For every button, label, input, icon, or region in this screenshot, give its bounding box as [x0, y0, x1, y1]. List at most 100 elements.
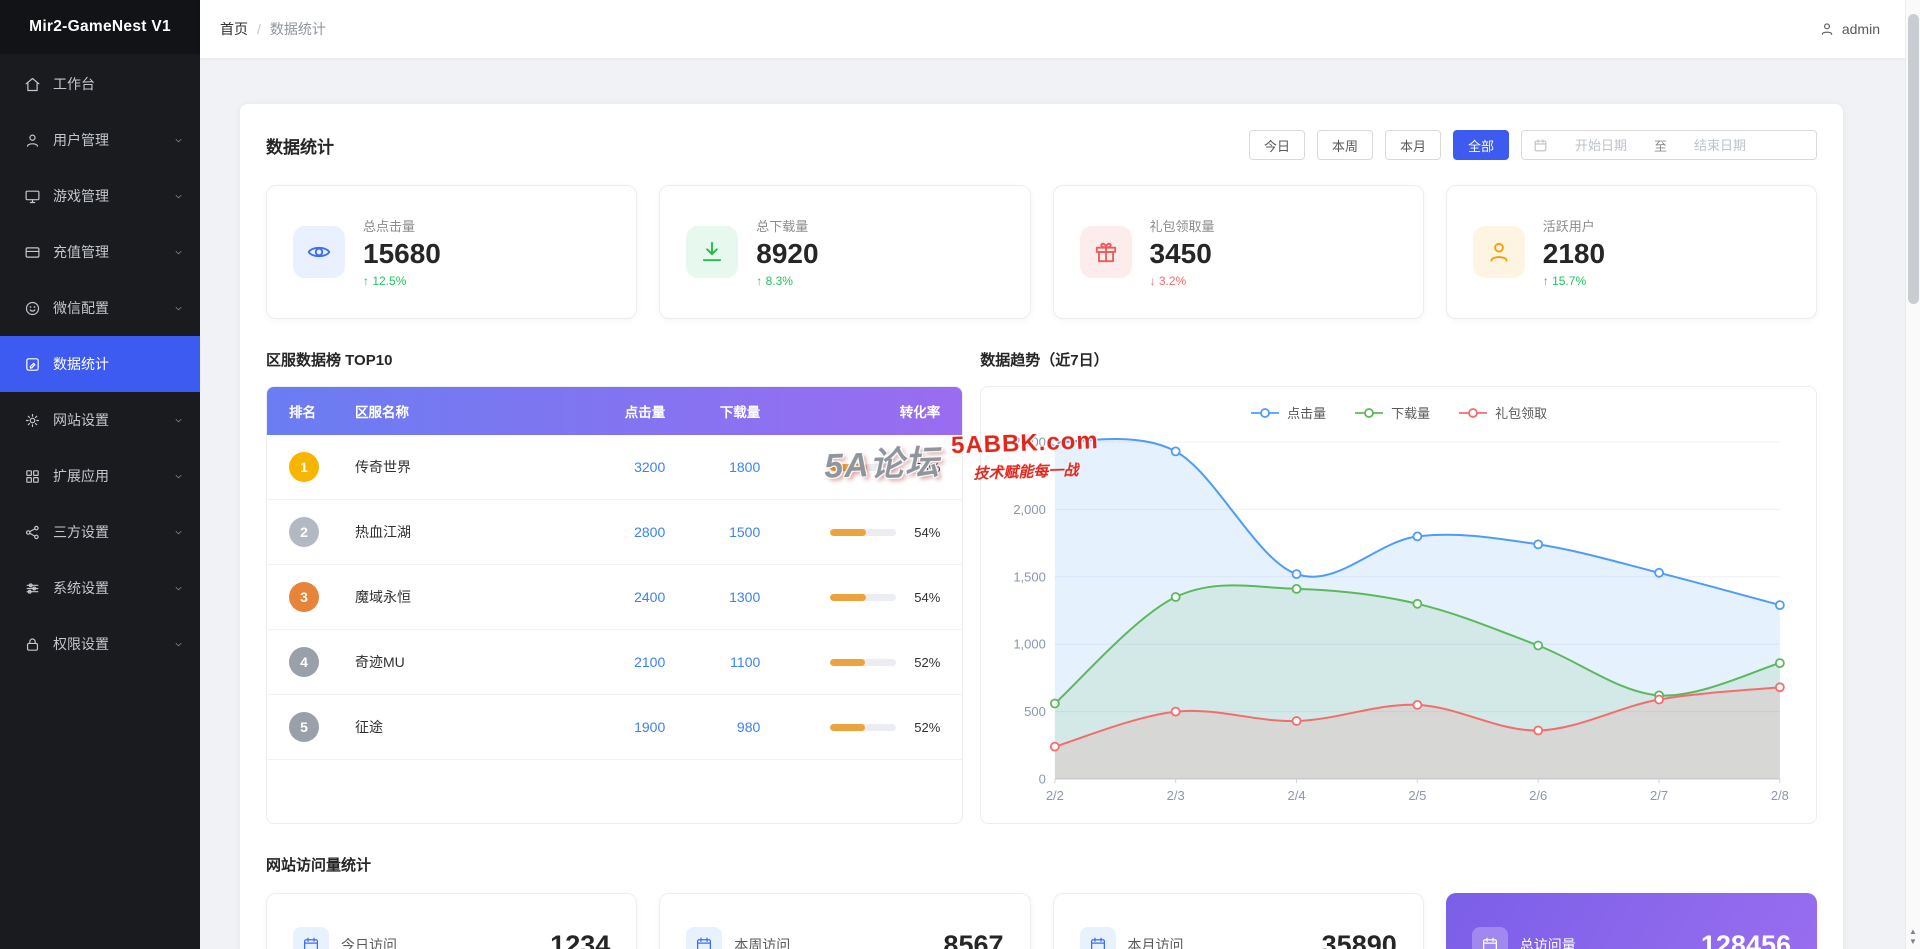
rank-badge: 5	[289, 712, 319, 743]
start-date-input[interactable]	[1554, 137, 1648, 153]
conversion-bar	[830, 463, 897, 471]
legend-item[interactable]: 礼包领取	[1458, 403, 1547, 422]
legend-marker	[1459, 407, 1488, 418]
table-header-row: 排名 区服名称 点击量 下载量 转化率	[267, 387, 963, 436]
vertical-scrollbar[interactable]: ▲ ▼	[1905, 0, 1920, 949]
clicks-value[interactable]: 2100	[634, 654, 666, 671]
legend-item[interactable]: 下载量	[1354, 403, 1430, 422]
visit-value: 128456	[1700, 929, 1791, 949]
svg-text:1,000: 1,000	[1014, 637, 1047, 652]
visit-cards: 今日访问 1234 本周访问 8567 本月访问 35890 总访问量 128456	[266, 893, 1817, 949]
smile-icon	[24, 300, 41, 317]
scroll-down-arrow[interactable]: ▼	[1909, 937, 1917, 946]
column-header: 转化率	[899, 405, 941, 421]
sidebar-item-system-settings[interactable]: 系统设置	[0, 560, 200, 616]
stat-change: ↓ 3.2%	[1149, 274, 1187, 289]
scrollbar-arrows[interactable]: ▲ ▼	[1906, 927, 1920, 947]
sidebar-item-label: 工作台	[53, 76, 95, 92]
downloads-value[interactable]: 1100	[730, 654, 761, 671]
date-range-separator: 至	[1654, 138, 1668, 154]
downloads-value[interactable]: 980	[736, 719, 761, 736]
conversion-bar	[830, 723, 897, 731]
filter-today-button[interactable]: 今日	[1248, 130, 1305, 160]
column-header: 区服名称	[355, 405, 409, 421]
clicks-value[interactable]: 1900	[634, 719, 666, 736]
visits-title: 网站访问量统计	[266, 857, 372, 875]
stat-value: 2180	[1542, 238, 1606, 269]
breadcrumb: 首页 / 数据统计	[220, 19, 326, 39]
sidebar-item-data-statistics[interactable]: 数据统计	[0, 336, 200, 392]
calendar-icon	[1471, 927, 1508, 949]
visit-card-month-visits: 本月访问 35890	[1052, 893, 1424, 949]
stat-change: ↑ 12.5%	[363, 274, 407, 289]
conversion-bar	[830, 593, 897, 601]
ranking-section: 区服数据榜 TOP10 排名 区服名称 点击量 下载量 转化率 1 传奇世界 3200 180…	[266, 349, 964, 825]
sidebar-item-user-management[interactable]: 用户管理	[0, 112, 200, 168]
rank-badge: 1	[289, 452, 319, 483]
calendar-icon	[686, 927, 723, 949]
downloads-value[interactable]: 1300	[729, 589, 761, 606]
scroll-up-arrow[interactable]: ▲	[1909, 927, 1917, 936]
stat-label: 总下载量	[756, 219, 809, 234]
sidebar-item-label: 权限设置	[53, 636, 109, 652]
date-range-picker[interactable]: 至	[1521, 130, 1817, 160]
downloads-value[interactable]: 1500	[729, 524, 761, 541]
stat-label: 总点击量	[363, 219, 416, 234]
sidebar-item-game-management[interactable]: 游戏管理	[0, 168, 200, 224]
panel-title: 数据统计	[266, 137, 334, 157]
scrollbar-thumb[interactable]	[1908, 14, 1919, 304]
table-row[interactable]: 2 热血江湖 2800 1500 54%	[267, 500, 963, 566]
conversion-label: 54%	[914, 524, 941, 540]
calendar-icon	[1079, 927, 1116, 949]
stat-card-total-downloads: 总下载量 8920 ↑ 8.3%	[659, 185, 1031, 320]
server-name: 传奇世界	[355, 459, 411, 476]
table-row[interactable]: 5 征途 1900 980 52%	[267, 695, 963, 761]
end-date-input[interactable]	[1673, 137, 1768, 153]
eye-icon	[293, 226, 345, 279]
downloads-value[interactable]: 1800	[729, 459, 761, 476]
server-name: 征途	[355, 719, 383, 736]
chevron-down-icon	[173, 191, 184, 202]
app-logo: Mir2-GameNest V1	[0, 0, 200, 54]
visit-label: 总访问量	[1519, 937, 1576, 949]
share-icon	[24, 524, 41, 541]
sidebar-item-permission-settings[interactable]: 权限设置	[0, 616, 200, 672]
legend-item[interactable]: 点击量	[1250, 403, 1326, 422]
clicks-value[interactable]: 3200	[634, 459, 666, 476]
user-menu[interactable]: admin	[1819, 21, 1880, 37]
user-icon	[1472, 226, 1525, 279]
sidebar-item-thirdparty-settings[interactable]: 三方设置	[0, 504, 200, 560]
sidebar-item-extensions[interactable]: 扩展应用	[0, 448, 200, 504]
clicks-value[interactable]: 2400	[634, 589, 666, 606]
svg-text:1,500: 1,500	[1014, 569, 1047, 584]
clicks-value[interactable]: 2800	[634, 524, 666, 541]
card-icon	[24, 244, 41, 261]
breadcrumb-home[interactable]: 首页	[220, 21, 248, 37]
conversion-label: 52%	[914, 654, 941, 670]
svg-text:2/7: 2/7	[1650, 788, 1668, 803]
stat-value: 3450	[1149, 238, 1212, 269]
table-body: 1 传奇世界 3200 1800 56% 2 热血江湖 2800 1500 54% 3 魔域永恒 240…	[267, 435, 963, 761]
sidebar-item-workbench[interactable]: 工作台	[0, 56, 200, 112]
ranking-table: 排名 区服名称 点击量 下载量 转化率 1 传奇世界 3200 1800 56% 2 热血江湖 280…	[266, 386, 964, 825]
sidebar-item-recharge-management[interactable]: 充值管理	[0, 224, 200, 280]
legend-marker	[1355, 407, 1384, 418]
filter-all-button[interactable]: 全部	[1452, 130, 1509, 160]
svg-text:2,000: 2,000	[1014, 502, 1047, 517]
sidebar-item-site-settings[interactable]: 网站设置	[0, 392, 200, 448]
column-header: 点击量	[624, 405, 666, 421]
table-row[interactable]: 4 奇迹MU 2100 1100 52%	[267, 630, 963, 696]
username: admin	[1841, 21, 1880, 37]
svg-text:2/8: 2/8	[1771, 788, 1789, 803]
sidebar-item-label: 数据统计	[53, 356, 109, 372]
column-header: 排名	[289, 405, 316, 421]
ranking-title: 区服数据榜 TOP10	[266, 352, 393, 370]
sidebar-item-wechat-config[interactable]: 微信配置	[0, 280, 200, 336]
table-row[interactable]: 1 传奇世界 3200 1800 56%	[267, 435, 963, 501]
filter-week-button[interactable]: 本周	[1316, 130, 1373, 160]
table-row[interactable]: 3 魔域永恒 2400 1300 54%	[267, 565, 963, 631]
stat-change: ↑ 8.3%	[756, 274, 793, 289]
filter-month-button[interactable]: 本月	[1384, 130, 1441, 160]
